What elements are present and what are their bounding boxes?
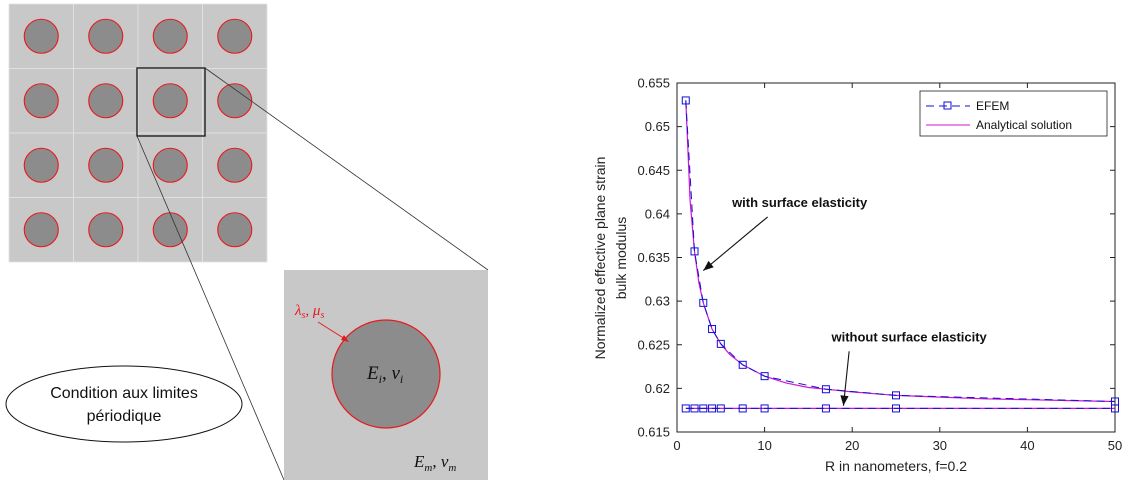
annotation-without-surface-elasticity: without surface elasticity <box>830 329 987 344</box>
efem-point <box>708 325 717 334</box>
y-axis-ticks: 0.615 0.62 0.625 0.63 0.635 0.64 0.645 0.65 0.65… <box>637 76 1115 440</box>
legend-efem-marker <box>943 101 952 110</box>
boundary-condition-line1: Condition aux limites <box>50 385 198 402</box>
inclusion <box>88 18 124 54</box>
inclusion <box>23 83 59 119</box>
annotation-layer: with surface elasticity without surface e… <box>702 195 988 406</box>
inclusion-label: Ei, νi <box>366 363 403 386</box>
legend-box <box>919 90 1108 137</box>
series-layer <box>681 96 1119 413</box>
plot-area <box>676 82 1116 433</box>
inclusion <box>217 18 253 54</box>
legend-analytical-label: Analytical solution <box>976 118 1072 132</box>
efem-point <box>821 404 830 413</box>
annotation-arrowhead <box>840 395 849 406</box>
inclusion <box>88 83 124 119</box>
legend-efem-label: EFEM <box>976 99 1009 113</box>
y-tick-label: 0.64 <box>645 206 670 221</box>
efem-point <box>708 404 717 413</box>
y-tick-label: 0.65 <box>645 119 670 134</box>
efem-point <box>892 391 900 400</box>
interface-pointer-arrow <box>317 321 346 340</box>
x-tick-label: 10 <box>757 438 771 453</box>
y-tick-label: 0.645 <box>637 163 670 178</box>
zoomed-inclusion <box>331 319 441 429</box>
chart: 0 10 20 30 40 50 0.6150.620.6250.630.6350.640… <box>592 76 1122 475</box>
inclusion <box>217 83 253 119</box>
y-tick-label: 0.635 <box>637 250 670 265</box>
inclusion <box>152 212 188 248</box>
annotation-arrowhead <box>703 260 714 271</box>
matrix-label: Em, νm <box>413 452 456 474</box>
efem-point <box>716 404 725 413</box>
efem-point <box>699 298 708 307</box>
interface-label: λs, μs <box>294 303 324 321</box>
efem-point <box>690 247 699 256</box>
periodic-grid <box>8 3 268 263</box>
y-tick-label: 0.625 <box>637 337 670 352</box>
x-tick-label: 0 <box>673 438 680 453</box>
zoom-line-top <box>204 67 489 271</box>
efem-point <box>1111 404 1119 413</box>
inclusion <box>23 147 59 183</box>
efem-point <box>892 404 900 413</box>
y-axis-label-line1: Normalized effective plane strain <box>592 157 608 360</box>
x-tick-label: 40 <box>1020 438 1034 453</box>
efem-line <box>685 100 1116 402</box>
y-axis-label-line2: bulk modulus <box>613 217 629 300</box>
inclusion <box>23 18 59 54</box>
efem-point <box>738 360 747 369</box>
efem-point <box>760 404 769 413</box>
analytical-solution-line <box>685 100 1116 403</box>
x-axis-ticks: 0 10 20 30 40 50 <box>673 83 1122 453</box>
interface-pointer-arrowhead <box>341 335 349 342</box>
inclusion <box>152 83 188 119</box>
efem-point <box>738 404 747 413</box>
x-axis-label: R in nanometers, f=0.2 <box>825 458 967 474</box>
boundary-condition-line2: périodique <box>87 408 162 425</box>
selected-unit-cell-frame <box>136 67 206 137</box>
efem-point <box>821 385 830 394</box>
y-tick-label: 0.615 <box>637 425 670 440</box>
efem-point <box>699 404 708 413</box>
inclusion <box>88 212 124 248</box>
annotation-arrow-line <box>702 216 768 272</box>
y-tick-label: 0.62 <box>645 381 670 396</box>
y-tick-label: 0.655 <box>637 76 670 91</box>
efem-point <box>681 96 690 105</box>
inclusion <box>217 147 253 183</box>
legend: EFEM Analytical solution <box>919 90 1108 137</box>
efem-point <box>716 339 725 348</box>
zoom-line-bottom <box>136 135 285 480</box>
inclusion <box>152 147 188 183</box>
unit-cell <box>202 197 268 263</box>
annotation-with-surface-elasticity: with surface elasticity <box>731 195 868 210</box>
x-tick-label: 20 <box>845 438 859 453</box>
x-tick-label: 50 <box>1108 438 1122 453</box>
inclusion <box>152 18 188 54</box>
boundary-condition-ellipse <box>5 365 243 443</box>
x-tick-label: 30 <box>933 438 947 453</box>
efem-point <box>690 404 699 413</box>
inclusion <box>217 212 253 248</box>
inclusion <box>23 212 59 248</box>
efem-point <box>760 372 769 381</box>
y-tick-label: 0.63 <box>645 294 670 309</box>
inclusion <box>88 147 124 183</box>
efem-point <box>681 404 690 413</box>
